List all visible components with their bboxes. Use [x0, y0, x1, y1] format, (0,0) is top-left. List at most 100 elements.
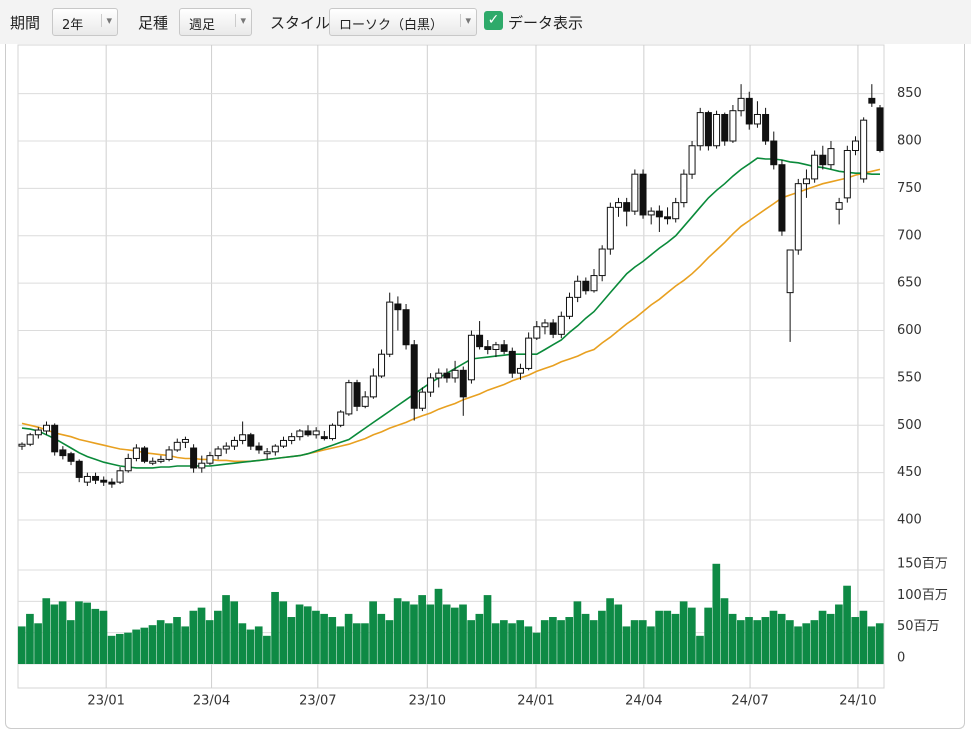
volume-bar [614, 604, 623, 664]
volume-bar [279, 601, 288, 664]
candle-body [296, 430, 304, 438]
candle-body [778, 164, 786, 232]
volume-bar [214, 610, 222, 664]
bar-select[interactable]: 週足 ▾ [179, 8, 252, 36]
volume-bar [418, 595, 426, 664]
volume-tick-label: 150百万 [897, 557, 948, 572]
candle-body [157, 458, 165, 462]
volume-bar [794, 626, 802, 664]
show-data-label[interactable]: データ表示 [508, 14, 584, 32]
volume-bar [728, 613, 737, 664]
volume-bar [107, 635, 116, 664]
chart-frame [5, 44, 965, 729]
candle-body [320, 436, 328, 440]
candle-body [386, 301, 394, 355]
candle-body [394, 303, 402, 311]
volume-bar [197, 607, 206, 664]
candle-body [410, 344, 418, 409]
volume-bar [410, 604, 418, 664]
candle-body [279, 439, 287, 447]
y-tick-label: 600 [897, 323, 922, 338]
x-tick-label: 24/04 [625, 694, 662, 709]
candle-body [655, 210, 663, 218]
candle-body [222, 445, 230, 450]
y-tick-label: 500 [897, 418, 922, 433]
volume-bar [687, 607, 696, 664]
volume-bar [369, 601, 377, 664]
volume-bar [238, 623, 247, 664]
show-data-checkbox[interactable]: ✓ [484, 11, 503, 30]
candle-body [623, 202, 631, 212]
volume-bar [663, 610, 672, 664]
volume-bar [671, 613, 680, 664]
style-value: ローソク（白黒） [339, 18, 444, 33]
volume-bar [140, 627, 149, 664]
candle-body [288, 436, 296, 441]
candle-body [851, 140, 859, 151]
volume-bar [712, 563, 721, 664]
candle-body [345, 382, 353, 415]
volume-bar [867, 626, 876, 664]
candle-body [247, 434, 255, 447]
volume-bar [189, 610, 198, 664]
candle-body [704, 112, 712, 147]
volume-bar [295, 604, 304, 664]
volume-bar [630, 620, 639, 664]
period-select[interactable]: 2年 ▾ [52, 8, 118, 36]
volume-bar [696, 635, 704, 664]
volume-bar [516, 620, 525, 664]
candle-body [255, 445, 263, 451]
candle-body [304, 430, 312, 436]
candle-body [713, 113, 721, 147]
candle-body [181, 439, 189, 443]
candle-body [835, 202, 843, 210]
candle-body [737, 97, 745, 112]
candle-body [443, 372, 451, 379]
period-value: 2年 [62, 18, 84, 33]
candle-body [337, 411, 345, 426]
candle-body [75, 460, 83, 478]
volume-bar [99, 610, 108, 664]
candle-body [206, 455, 214, 464]
volume-bar [287, 617, 296, 664]
volume-bar [565, 617, 574, 664]
candle-body [615, 202, 623, 208]
candle-body [762, 113, 770, 142]
candle-body [868, 97, 876, 104]
volume-bar [401, 601, 410, 664]
candle-body [533, 326, 541, 339]
volume-bar [826, 613, 835, 664]
candle-body [26, 434, 34, 445]
candle-body [132, 447, 140, 459]
candle-body [688, 145, 696, 175]
candle-body [811, 154, 819, 180]
volume-bar [165, 623, 173, 664]
candle-body [263, 451, 271, 455]
volume-bar [679, 601, 688, 664]
candle-body [631, 173, 639, 212]
volume-bar [336, 626, 345, 664]
candle-body [149, 460, 157, 464]
candle-body [639, 173, 647, 216]
candle-body [786, 249, 794, 294]
y-tick-label: 450 [897, 465, 922, 480]
volume-bar [818, 610, 827, 664]
volume-bar [475, 613, 484, 664]
candle-body [574, 280, 582, 298]
y-tick-label: 700 [897, 228, 922, 243]
candle-body [369, 375, 377, 398]
volume-bar [581, 613, 590, 664]
candle-body [451, 369, 459, 379]
candle-body [361, 396, 369, 407]
volume-bar [181, 626, 190, 664]
candle-body [827, 148, 835, 166]
x-tick-label: 24/01 [517, 694, 554, 709]
volume-bar [573, 601, 582, 664]
volume-bar [83, 602, 91, 664]
volume-tick-label: 50百万 [897, 619, 940, 634]
candle-body [230, 439, 238, 447]
style-select[interactable]: ローソク（白黒） ▾ [329, 8, 477, 36]
volume-bar [34, 623, 42, 664]
candle-body [51, 424, 59, 453]
